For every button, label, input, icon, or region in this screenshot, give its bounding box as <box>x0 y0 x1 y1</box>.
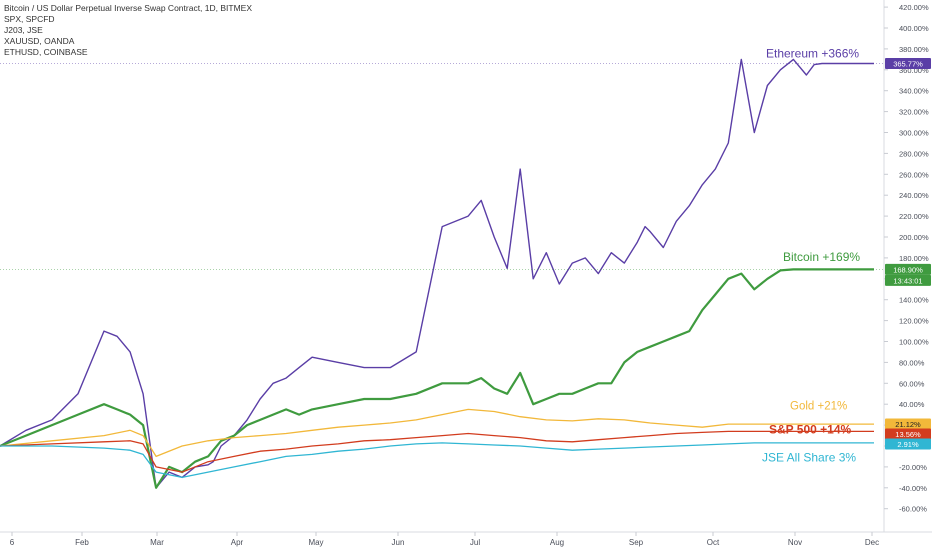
series-line-ethereum <box>0 58 874 489</box>
x-tick-label: Nov <box>788 538 802 547</box>
series-label-jse-all-share: JSE All Share 3% <box>762 451 856 465</box>
series-line-jse-all-share <box>0 442 874 479</box>
x-tick-label: 6 <box>10 538 15 547</box>
series-line-gold <box>0 408 874 458</box>
time-badge-bg <box>885 274 931 286</box>
price-badge-bg <box>885 428 931 440</box>
x-tick-label: Dec <box>865 538 879 547</box>
price-badge-label: 13.56% <box>895 430 921 439</box>
x-tick-label: Jul <box>470 538 480 547</box>
y-tick-label: 80.00% <box>899 358 925 367</box>
y-tick-label: 320.00% <box>899 108 929 117</box>
price-badge-label: 21.12% <box>895 420 921 429</box>
legend-line-spx[interactable]: SPX, SPCFD <box>4 14 55 24</box>
y-tick-label: 280.00% <box>899 149 929 158</box>
series-label-s-p-500: S&P 500 +14% <box>769 422 852 436</box>
legend-line-gold[interactable]: XAUUSD, OANDA <box>4 36 75 46</box>
series-label-ethereum: Ethereum +366% <box>766 46 859 60</box>
y-tick-label: 180.00% <box>899 254 929 263</box>
y-tick-label: -40.00% <box>899 484 927 493</box>
y-tick-label: 60.00% <box>899 379 925 388</box>
price-badge-label: 365.77% <box>893 60 923 69</box>
legend-line-jse[interactable]: J203, JSE <box>4 25 43 35</box>
y-tick-label: 400.00% <box>899 24 929 33</box>
x-tick-label: Aug <box>550 538 564 547</box>
y-tick-label: 200.00% <box>899 233 929 242</box>
y-tick-label: -60.00% <box>899 505 927 514</box>
y-tick-label: 360.00% <box>899 66 929 75</box>
y-tick-label: 100.00% <box>899 338 929 347</box>
x-tick-label: Sep <box>629 538 644 547</box>
legend-line-ethereum[interactable]: ETHUSD, COINBASE <box>4 47 88 57</box>
y-tick-label: 260.00% <box>899 170 929 179</box>
y-tick-label: 40.00% <box>899 400 925 409</box>
y-tick-label: 340.00% <box>899 87 929 96</box>
series-layer <box>0 58 874 489</box>
x-tick-label: May <box>308 538 323 547</box>
price-badge-bg <box>885 438 931 450</box>
y-tick-label: 300.00% <box>899 129 929 138</box>
legend-line-bitcoin[interactable]: Bitcoin / US Dollar Perpetual Inverse Sw… <box>4 3 253 13</box>
price-badge-bg <box>885 418 931 430</box>
x-tick-label: Mar <box>150 538 164 547</box>
x-tick-label: Apr <box>231 538 244 547</box>
series-labels: Ethereum +366% Bitcoin +169% Gold +21% S&P … <box>762 46 860 464</box>
y-tick-label: 380.00% <box>899 45 929 54</box>
y-tick-label: 140.00% <box>899 296 929 305</box>
series-line-bitcoin <box>0 268 874 489</box>
price-badge-bg <box>885 58 931 70</box>
time-badge-label: 13:43:01 <box>893 276 922 285</box>
x-tick-label: Oct <box>707 538 720 547</box>
series-label-bitcoin: Bitcoin +169% <box>783 250 860 264</box>
y-tick-label: 240.00% <box>899 191 929 200</box>
symbol-legend: Bitcoin / US Dollar Perpetual Inverse Sw… <box>4 3 252 58</box>
price-badge-bg <box>885 263 931 275</box>
y-tick-label: -20.00% <box>899 463 927 472</box>
y-tick-label: 120.00% <box>899 317 929 326</box>
price-badge-label: 2.91% <box>897 440 919 449</box>
x-tick-label: Feb <box>75 538 89 547</box>
y-tick-label: 220.00% <box>899 212 929 221</box>
x-tick-label: Jun <box>392 538 405 547</box>
series-label-gold: Gold +21% <box>790 400 847 412</box>
y-tick-label: 420.00% <box>899 3 929 12</box>
price-badge-label: 168.90% <box>893 265 923 274</box>
price-badges: 365.77% 168.90% 21.12%13.56%2.91% 13:43:01 <box>885 58 931 450</box>
series-line-s-p-500 <box>0 430 874 473</box>
